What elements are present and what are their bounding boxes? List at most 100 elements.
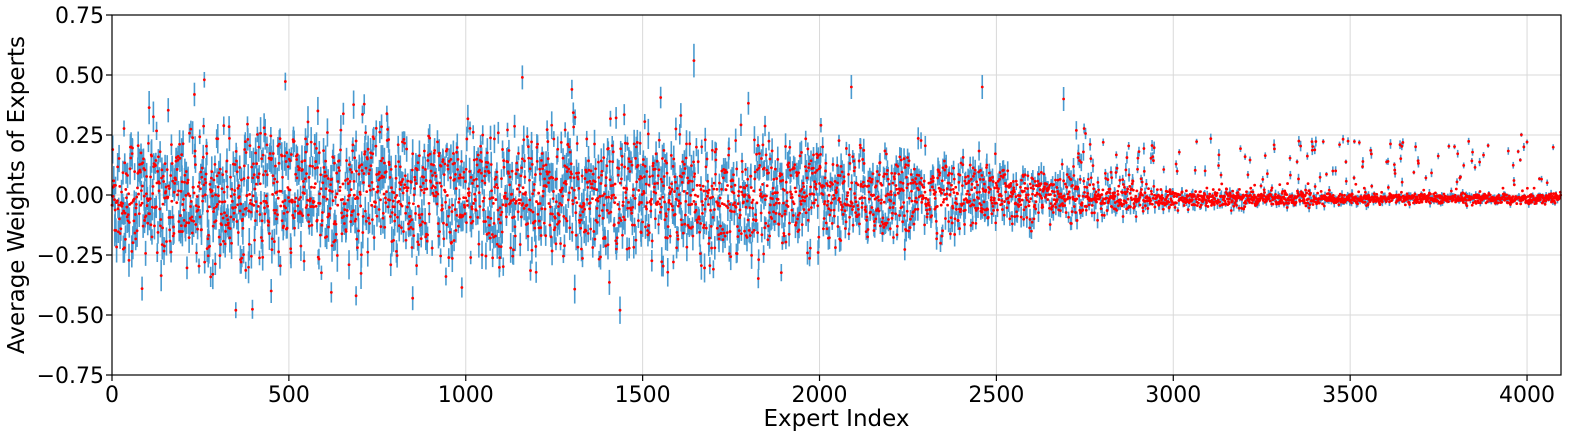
- data-point: [304, 137, 307, 141]
- data-point: [343, 202, 347, 206]
- data-point: [645, 201, 649, 205]
- data-point: [390, 211, 394, 214]
- data-point: [718, 196, 722, 200]
- data-point: [170, 162, 174, 165]
- data-point: [540, 152, 544, 155]
- data-point: [275, 217, 278, 221]
- data-point: [517, 151, 520, 155]
- data-point: [643, 175, 646, 179]
- data-point: [637, 188, 641, 192]
- data-point: [286, 165, 290, 169]
- data-point: [349, 220, 353, 223]
- data-point: [841, 205, 844, 209]
- data-point: [199, 187, 202, 191]
- data-point: [588, 207, 591, 211]
- data-point: [691, 188, 695, 192]
- data-point: [351, 149, 354, 153]
- data-point: [321, 211, 324, 214]
- data-point: [193, 149, 197, 153]
- data-point: [448, 206, 451, 209]
- data-point: [279, 189, 283, 193]
- data-point: [557, 205, 560, 208]
- data-point: [700, 145, 704, 149]
- data-point: [257, 145, 261, 149]
- data-point: [190, 215, 194, 219]
- data-point: [366, 147, 370, 151]
- data-point: [871, 213, 875, 217]
- data-point: [512, 215, 516, 219]
- data-point: [854, 181, 858, 185]
- data-point: [611, 160, 614, 164]
- data-point: [754, 218, 758, 222]
- data-point: [314, 204, 318, 208]
- data-point: [695, 183, 699, 187]
- data-point: [432, 163, 435, 167]
- data-point: [218, 254, 222, 257]
- data-point: [145, 204, 149, 207]
- data-point: [115, 245, 118, 249]
- data-point: [806, 147, 810, 151]
- data-point: [548, 205, 552, 209]
- data-point: [598, 214, 601, 218]
- data-point: [270, 248, 274, 252]
- data-point: [416, 204, 420, 208]
- data-point: [693, 193, 697, 197]
- data-point: [861, 180, 865, 184]
- data-point: [559, 190, 563, 194]
- data-point: [127, 192, 131, 196]
- data-point: [766, 238, 770, 242]
- data-point: [799, 199, 803, 203]
- data-point: [505, 197, 509, 201]
- data-point: [863, 184, 867, 188]
- data-point: [513, 234, 517, 238]
- data-point: [507, 149, 511, 152]
- data-point: [699, 188, 703, 191]
- data-point: [560, 203, 564, 207]
- data-point: [215, 174, 219, 178]
- data-point: [471, 181, 474, 185]
- data-point: [409, 225, 413, 229]
- data-point: [500, 210, 504, 214]
- data-point: [602, 156, 606, 160]
- data-point: [487, 171, 491, 175]
- data-point: [864, 210, 868, 213]
- data-point: [349, 168, 352, 171]
- data-point: [754, 213, 757, 217]
- data-point: [265, 173, 269, 177]
- data-point: [483, 169, 487, 173]
- data-point: [175, 168, 179, 171]
- data-point: [627, 200, 630, 204]
- data-point: [547, 202, 551, 205]
- data-point: [201, 155, 205, 159]
- data-point: [274, 164, 277, 168]
- data-point: [253, 187, 257, 191]
- data-point: [599, 182, 603, 185]
- data-point: [226, 221, 230, 225]
- data-point: [558, 201, 562, 205]
- data-point: [440, 204, 444, 207]
- data-point: [337, 166, 341, 170]
- data-point: [428, 136, 432, 140]
- data-point: [178, 156, 182, 160]
- data-point: [737, 194, 740, 198]
- data-point: [537, 219, 541, 223]
- data-point: [132, 219, 136, 223]
- data-point: [545, 128, 549, 132]
- data-point: [200, 166, 204, 170]
- data-point: [288, 159, 292, 163]
- data-point: [412, 202, 415, 206]
- data-point: [859, 146, 862, 150]
- data-point: [203, 177, 207, 181]
- data-point: [622, 215, 625, 219]
- data-point: [736, 235, 740, 238]
- data-point: [361, 214, 365, 218]
- data-point: [205, 152, 209, 155]
- data-point: [437, 154, 441, 158]
- data-point: [363, 150, 367, 154]
- data-point: [242, 164, 246, 168]
- data-point: [703, 266, 706, 270]
- data-point: [555, 177, 559, 181]
- data-point: [867, 190, 871, 194]
- data-point: [827, 207, 831, 211]
- data-point: [412, 234, 416, 238]
